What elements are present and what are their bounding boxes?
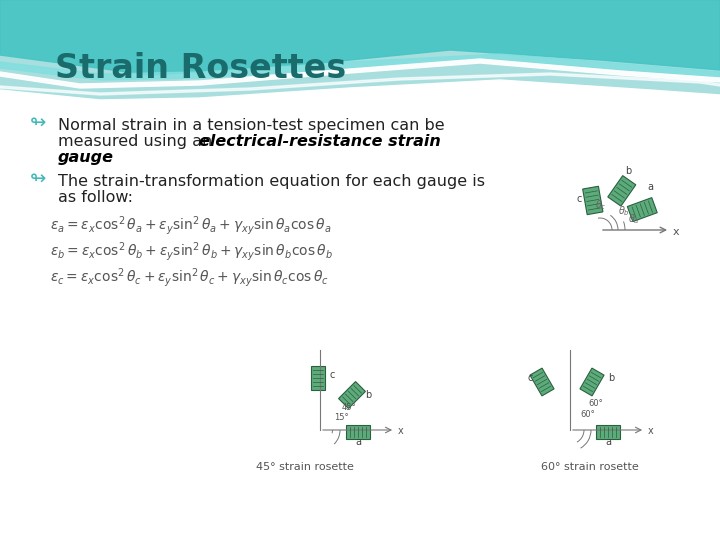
Polygon shape <box>311 366 325 390</box>
Text: Strain Rosettes: Strain Rosettes <box>55 51 346 84</box>
Polygon shape <box>582 186 603 214</box>
Text: as follow:: as follow: <box>58 190 133 205</box>
Text: a: a <box>355 437 361 447</box>
Text: $\theta_a$: $\theta_a$ <box>628 212 639 226</box>
Text: measured using an: measured using an <box>58 134 217 149</box>
Polygon shape <box>346 425 370 439</box>
Text: ↬: ↬ <box>30 112 46 132</box>
Text: $\varepsilon_b = \varepsilon_x \cos^2\theta_b + \varepsilon_y \sin^2\theta_b + \: $\varepsilon_b = \varepsilon_x \cos^2\th… <box>50 240 333 263</box>
Text: $\varepsilon_a = \varepsilon_x \cos^2\theta_a + \varepsilon_y \sin^2\theta_a + \: $\varepsilon_a = \varepsilon_x \cos^2\th… <box>50 214 332 237</box>
Text: ↬: ↬ <box>30 168 46 187</box>
Text: x: x <box>673 227 680 237</box>
Text: 45°: 45° <box>342 403 356 412</box>
Text: 45° strain rosette: 45° strain rosette <box>256 462 354 472</box>
Text: x: x <box>648 426 654 436</box>
Polygon shape <box>530 368 554 396</box>
Text: x: x <box>398 426 404 436</box>
Text: 60° strain rosette: 60° strain rosette <box>541 462 639 472</box>
Text: 15°: 15° <box>334 413 348 422</box>
Text: c: c <box>577 194 582 205</box>
Text: 60°: 60° <box>580 410 595 419</box>
Text: b: b <box>625 166 631 176</box>
Text: gauge: gauge <box>58 150 114 165</box>
Text: The strain-transformation equation for each gauge is: The strain-transformation equation for e… <box>58 174 485 189</box>
Text: c: c <box>528 373 534 383</box>
Text: Normal strain in a tension-test specimen can be: Normal strain in a tension-test specimen… <box>58 118 445 133</box>
Text: $\varepsilon_c = \varepsilon_x \cos^2\theta_c + \varepsilon_y \sin^2\theta_c + \: $\varepsilon_c = \varepsilon_x \cos^2\th… <box>50 266 329 289</box>
Polygon shape <box>338 382 366 408</box>
Text: electrical-resistance strain: electrical-resistance strain <box>199 134 441 149</box>
Text: 60°: 60° <box>588 399 603 408</box>
Polygon shape <box>627 198 657 221</box>
Text: b: b <box>365 390 372 400</box>
Text: a: a <box>605 437 611 447</box>
Text: a: a <box>647 181 653 192</box>
Polygon shape <box>580 368 604 396</box>
Text: $\theta_c$: $\theta_c$ <box>595 198 606 212</box>
Text: .: . <box>106 150 111 165</box>
Text: b: b <box>608 373 614 383</box>
Text: $\theta_b$: $\theta_b$ <box>618 204 630 218</box>
Polygon shape <box>608 176 636 206</box>
Text: c: c <box>330 370 336 380</box>
Polygon shape <box>596 425 620 439</box>
